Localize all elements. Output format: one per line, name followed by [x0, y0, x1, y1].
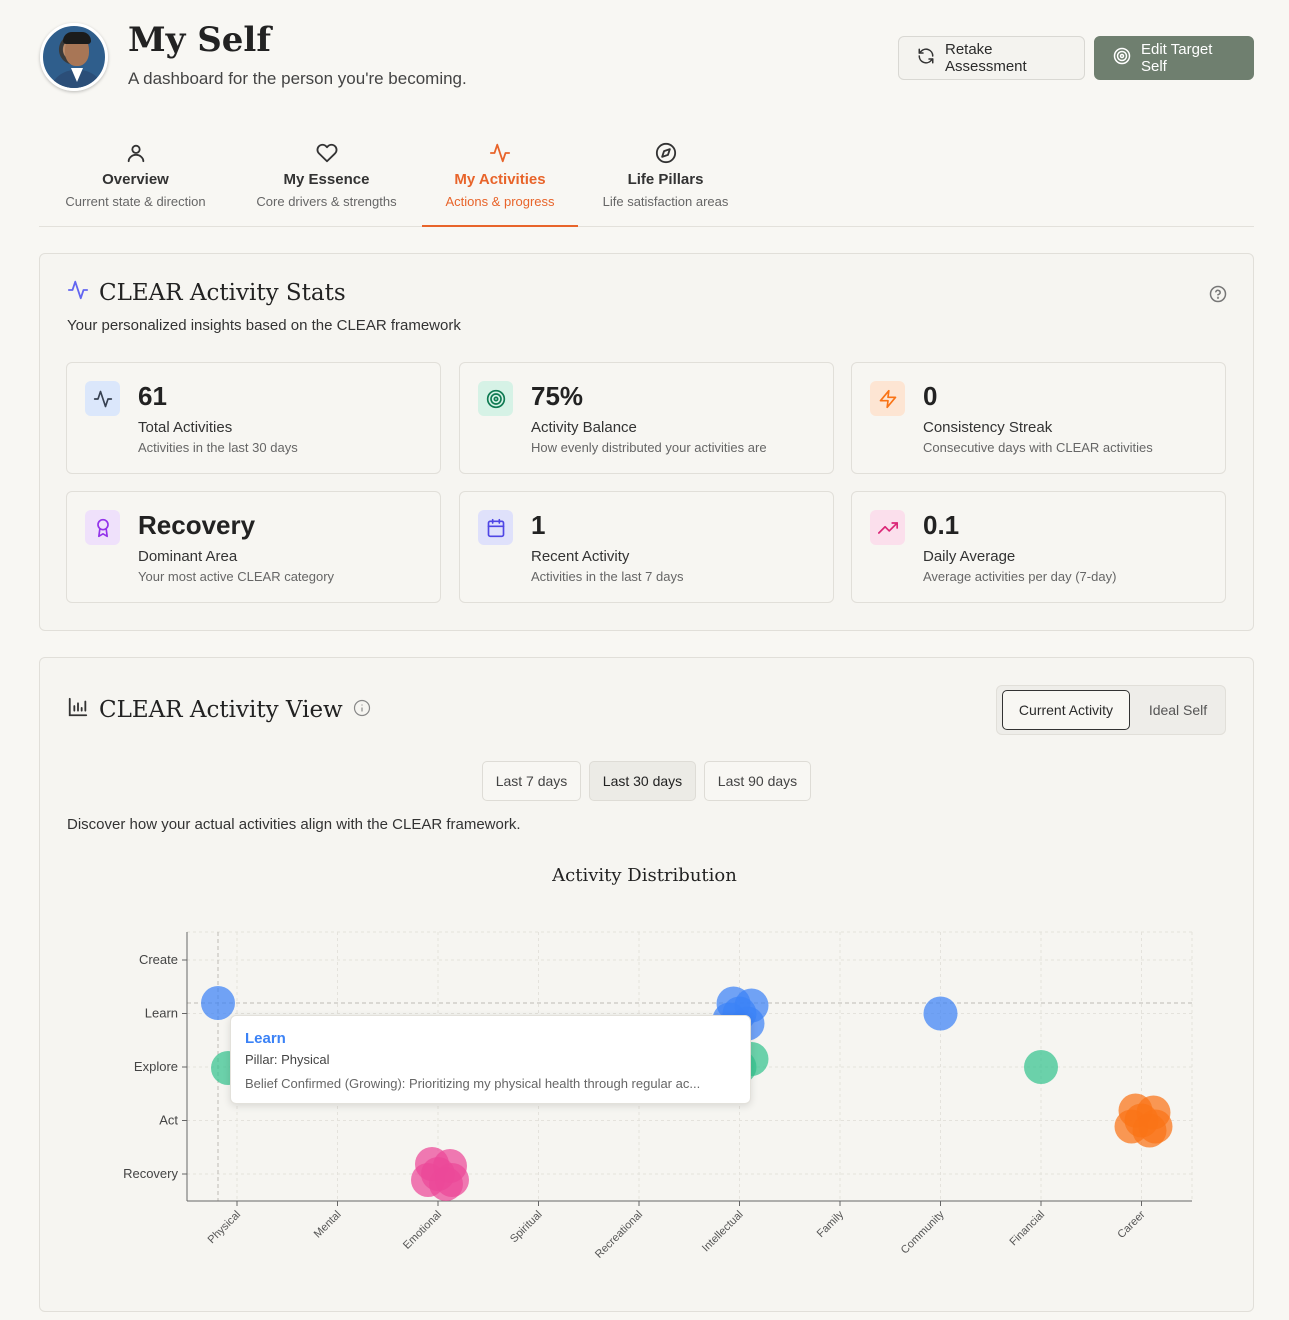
activity-icon [85, 381, 120, 416]
refresh-icon [917, 47, 935, 69]
award-icon [85, 510, 120, 545]
tab-label: Life Pillars [627, 171, 704, 188]
stat-card-daily-average: 0.1 Daily Average Average activities per… [851, 491, 1226, 603]
retake-label: Retake Assessment [945, 41, 1027, 75]
edit-target-label: Edit Target Self [1141, 41, 1213, 75]
page-subtitle: A dashboard for the person you're becomi… [128, 69, 467, 88]
view-title: CLEAR Activity View [67, 696, 371, 724]
stat-card-activity-balance: 75% Activity Balance How evenly distribu… [459, 362, 834, 474]
tab-life-pillars[interactable]: Life Pillars Life satisfaction areas [586, 130, 745, 227]
edit-target-self-button[interactable]: Edit Target Self [1094, 36, 1254, 80]
range-last-7-days[interactable]: Last 7 days [482, 761, 581, 801]
tab-desc: Life satisfaction areas [602, 194, 729, 209]
info-icon[interactable] [353, 697, 371, 723]
tab-label: Overview [102, 171, 169, 188]
tab-desc: Actions & progress [445, 194, 555, 209]
stat-card-dominant-area: Recovery Dominant Area Your most active … [66, 491, 441, 603]
stat-card-recent-activity: 1 Recent Activity Activities in the last… [459, 491, 834, 603]
stat-value: 1 [531, 510, 546, 540]
view-mode-toggle: Current Activity Ideal Self [996, 685, 1226, 735]
stat-card-total-activities: 61 Total Activities Activities in the la… [66, 362, 441, 474]
stat-value: 75% [531, 381, 584, 411]
stat-name: Dominant Area [138, 548, 238, 565]
stat-desc: Activities in the last 30 days [138, 440, 298, 455]
activity-icon [422, 138, 578, 168]
tab-desc: Current state & direction [65, 194, 206, 209]
compass-icon [586, 138, 745, 168]
target-icon [1113, 47, 1131, 69]
heart-icon [239, 138, 414, 168]
tab-label: My Activities [454, 171, 546, 188]
tab-my-essence[interactable]: My Essence Core drivers & strengths [239, 130, 414, 227]
range-last-90-days[interactable]: Last 90 days [704, 761, 811, 801]
tab-bar: Overview Current state & direction My Es… [39, 130, 1254, 227]
range-last-30-days[interactable]: Last 30 days [589, 761, 696, 801]
tab-overview[interactable]: Overview Current state & direction [39, 130, 232, 227]
stat-value: 61 [138, 381, 167, 411]
toggle-ideal-self[interactable]: Ideal Self [1148, 702, 1208, 718]
stat-name: Recent Activity [531, 548, 630, 565]
stats-subtitle: Your personalized insights based on the … [67, 317, 461, 334]
trending-up-icon [870, 510, 905, 545]
stat-desc: How evenly distributed your activities a… [531, 440, 767, 455]
stat-desc: Consecutive days with CLEAR activities [923, 440, 1153, 455]
stat-value: 0 [923, 381, 938, 411]
zap-icon [870, 381, 905, 416]
tooltip-pillar: Pillar: Physical [245, 1052, 330, 1067]
stat-name: Total Activities [138, 419, 233, 436]
toggle-current-activity[interactable]: Current Activity [1002, 690, 1130, 730]
stats-title: CLEAR Activity Stats [67, 279, 346, 307]
stat-value: Recovery [138, 510, 256, 540]
chart-title: Activity Distribution [552, 865, 737, 886]
tab-my-activities[interactable]: My Activities Actions & progress [422, 130, 578, 227]
stat-desc: Average activities per day (7-day) [923, 569, 1117, 584]
stat-desc: Your most active CLEAR category [138, 569, 335, 584]
chart-tooltip: Learn Pillar: Physical Belief Confirmed … [230, 1015, 751, 1104]
help-icon[interactable] [1209, 285, 1227, 308]
bar-chart-icon [67, 696, 89, 724]
retake-assessment-button[interactable]: Retake Assessment [898, 36, 1085, 80]
user-icon [39, 138, 232, 168]
tab-label: My Essence [283, 171, 370, 188]
stat-desc: Activities in the last 7 days [531, 569, 684, 584]
page-title: My Self [128, 20, 271, 60]
stat-card-consistency-streak: 0 Consistency Streak Consecutive days wi… [851, 362, 1226, 474]
target-icon [478, 381, 513, 416]
stat-name: Activity Balance [531, 419, 637, 436]
view-description: Discover how your actual activities alig… [67, 816, 521, 833]
avatar [40, 23, 108, 91]
stat-name: Daily Average [923, 548, 1016, 565]
stat-value: 0.1 [923, 510, 960, 540]
tooltip-title: Learn [245, 1030, 286, 1047]
tab-desc: Core drivers & strengths [256, 194, 397, 209]
tooltip-desc: Belief Confirmed (Growing): Prioritizing… [245, 1076, 701, 1091]
clear-activity-view-panel: CLEAR Activity View [39, 657, 1254, 1312]
clear-activity-stats-panel: CLEAR Activity Stats Your personalized i… [39, 253, 1254, 631]
activity-icon [67, 279, 89, 307]
stat-name: Consistency Streak [923, 419, 1053, 436]
calendar-icon [478, 510, 513, 545]
